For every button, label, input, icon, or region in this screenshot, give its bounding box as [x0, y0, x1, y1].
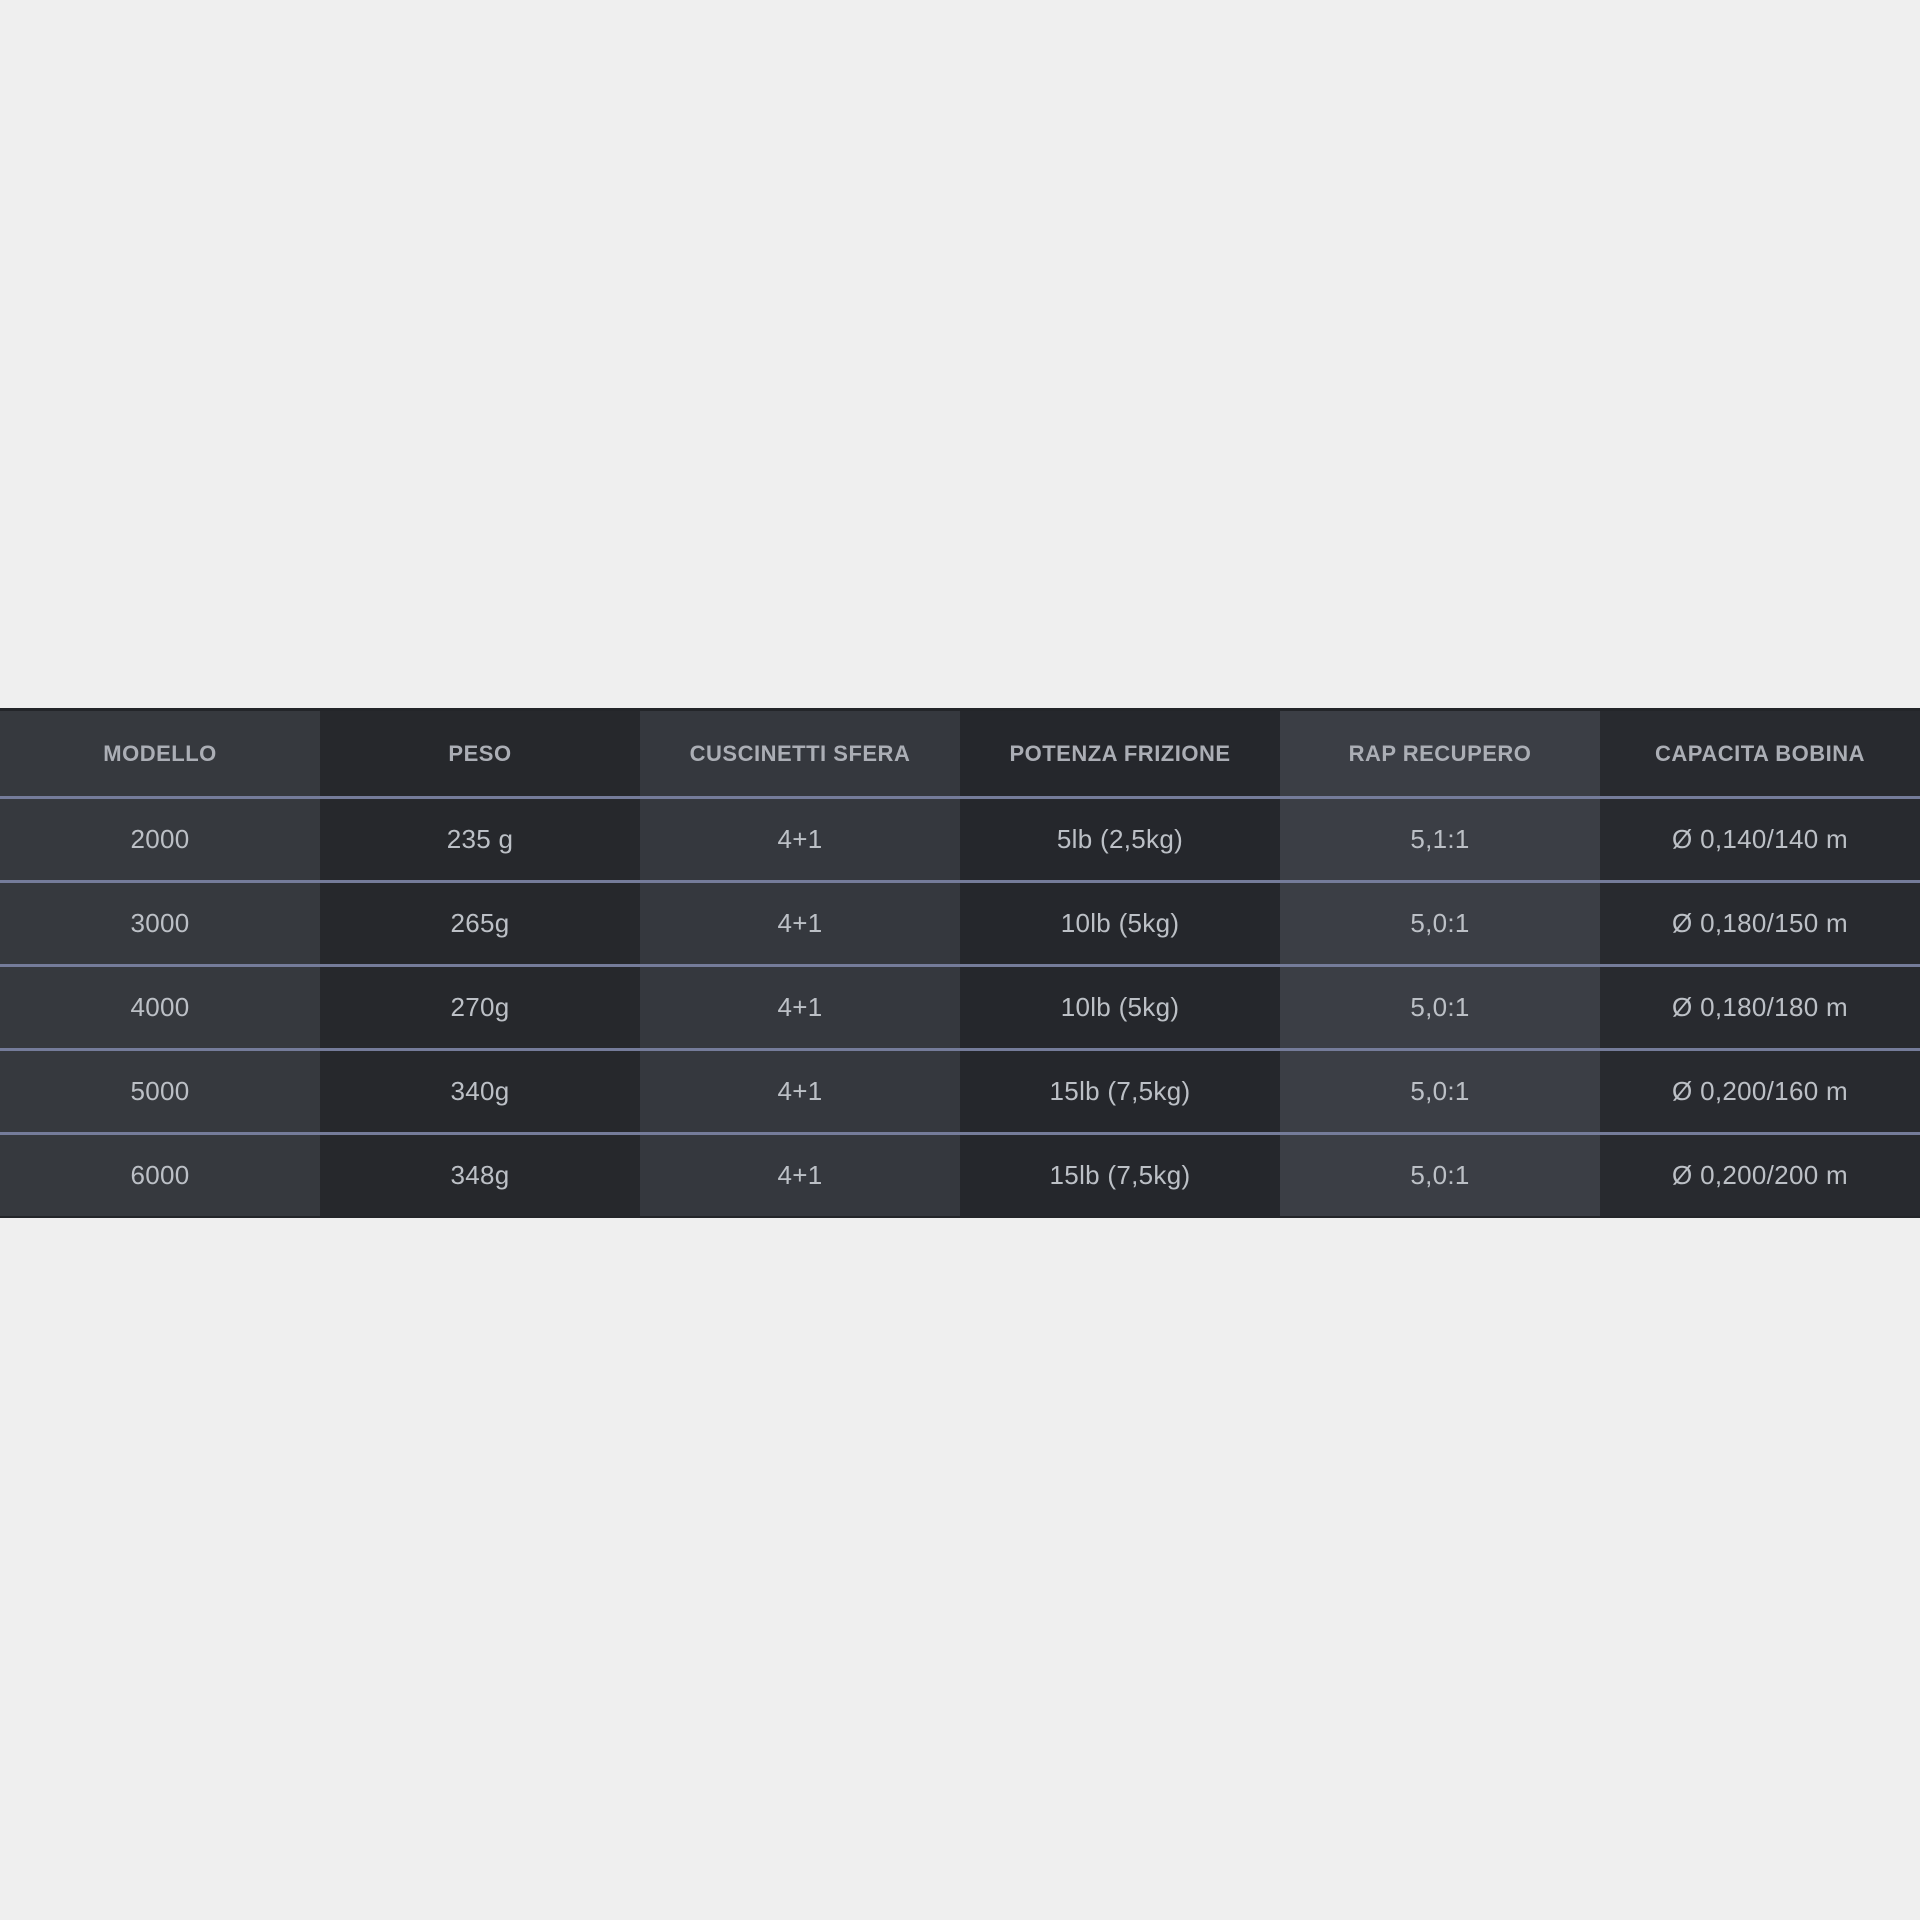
- table-row: 4000 270g 4+1 10lb (5kg) 5,0:1 Ø 0,180/1…: [0, 964, 1920, 1048]
- column-header-modello: MODELLO: [0, 711, 320, 796]
- cell-capacita-bobina: Ø 0,180/150 m: [1600, 883, 1920, 964]
- cell-peso: 340g: [320, 1051, 640, 1132]
- cell-rap-recupero: 5,0:1: [1280, 1135, 1600, 1216]
- cell-peso: 270g: [320, 967, 640, 1048]
- table-row: 3000 265g 4+1 10lb (5kg) 5,0:1 Ø 0,180/1…: [0, 880, 1920, 964]
- cell-rap-recupero: 5,1:1: [1280, 799, 1600, 880]
- column-header-rap-recupero: RAP RECUPERO: [1280, 711, 1600, 796]
- cell-modello: 4000: [0, 967, 320, 1048]
- cell-rap-recupero: 5,0:1: [1280, 967, 1600, 1048]
- table-header-row: MODELLO PESO CUSCINETTI SFERA POTENZA FR…: [0, 711, 1920, 796]
- table-row: 6000 348g 4+1 15lb (7,5kg) 5,0:1 Ø 0,200…: [0, 1132, 1920, 1216]
- cell-cuscinetti-sfera: 4+1: [640, 883, 960, 964]
- spec-table: MODELLO PESO CUSCINETTI SFERA POTENZA FR…: [0, 708, 1920, 1218]
- column-header-potenza-frizione: POTENZA FRIZIONE: [960, 711, 1280, 796]
- cell-cuscinetti-sfera: 4+1: [640, 1051, 960, 1132]
- cell-modello: 6000: [0, 1135, 320, 1216]
- cell-potenza-frizione: 15lb (7,5kg): [960, 1051, 1280, 1132]
- column-header-cuscinetti-sfera: CUSCINETTI SFERA: [640, 711, 960, 796]
- table-row: 2000 235 g 4+1 5lb (2,5kg) 5,1:1 Ø 0,140…: [0, 796, 1920, 880]
- cell-peso: 348g: [320, 1135, 640, 1216]
- cell-peso: 235 g: [320, 799, 640, 880]
- cell-modello: 3000: [0, 883, 320, 964]
- cell-modello: 5000: [0, 1051, 320, 1132]
- cell-potenza-frizione: 10lb (5kg): [960, 967, 1280, 1048]
- cell-potenza-frizione: 10lb (5kg): [960, 883, 1280, 964]
- cell-cuscinetti-sfera: 4+1: [640, 967, 960, 1048]
- cell-cuscinetti-sfera: 4+1: [640, 799, 960, 880]
- cell-potenza-frizione: 5lb (2,5kg): [960, 799, 1280, 880]
- cell-modello: 2000: [0, 799, 320, 880]
- column-header-peso: PESO: [320, 711, 640, 796]
- column-header-capacita-bobina: CAPACITA BOBINA: [1600, 711, 1920, 796]
- cell-peso: 265g: [320, 883, 640, 964]
- cell-cuscinetti-sfera: 4+1: [640, 1135, 960, 1216]
- cell-capacita-bobina: Ø 0,140/140 m: [1600, 799, 1920, 880]
- cell-rap-recupero: 5,0:1: [1280, 1051, 1600, 1132]
- cell-capacita-bobina: Ø 0,200/200 m: [1600, 1135, 1920, 1216]
- cell-capacita-bobina: Ø 0,200/160 m: [1600, 1051, 1920, 1132]
- cell-potenza-frizione: 15lb (7,5kg): [960, 1135, 1280, 1216]
- cell-rap-recupero: 5,0:1: [1280, 883, 1600, 964]
- table-row: 5000 340g 4+1 15lb (7,5kg) 5,0:1 Ø 0,200…: [0, 1048, 1920, 1132]
- cell-capacita-bobina: Ø 0,180/180 m: [1600, 967, 1920, 1048]
